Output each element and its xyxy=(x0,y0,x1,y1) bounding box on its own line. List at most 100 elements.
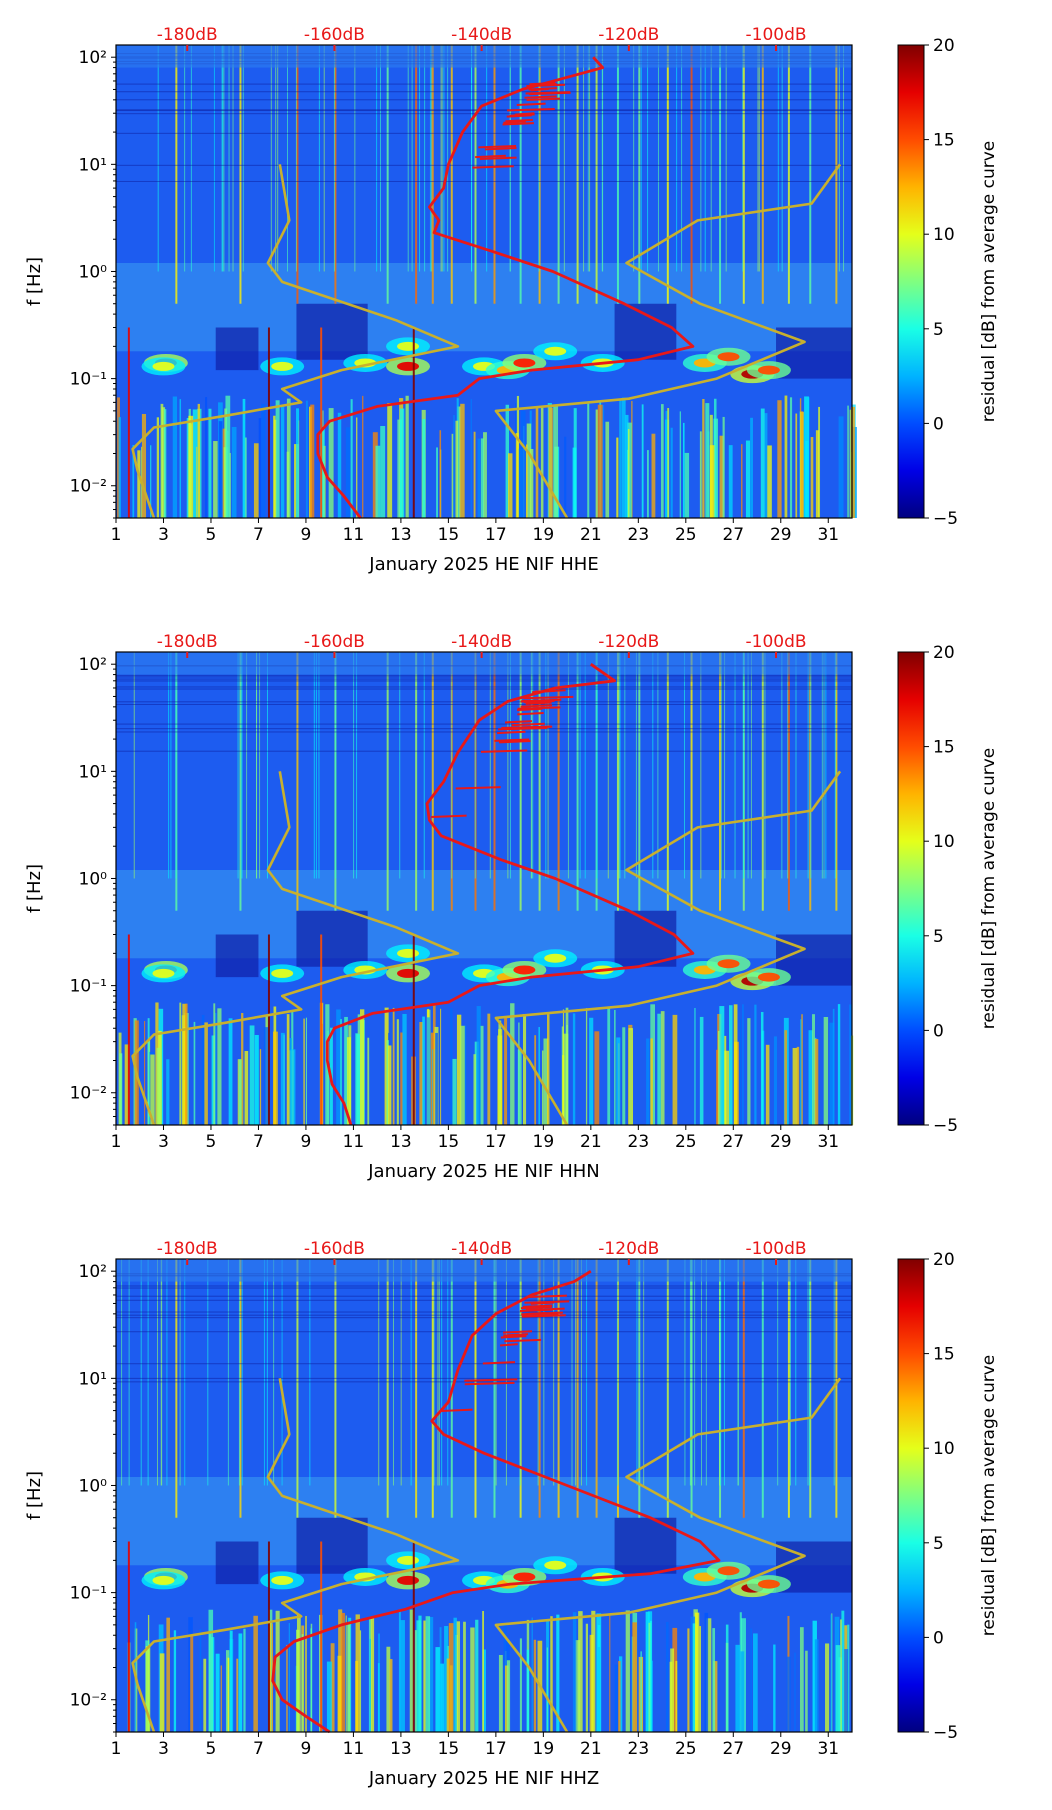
transient-streak xyxy=(761,45,764,304)
lowfreq-column xyxy=(369,1638,371,1732)
hf-band xyxy=(116,109,852,111)
db-label: -180dB xyxy=(157,632,218,652)
hf-band xyxy=(116,164,852,166)
colorbar-tick-label: 0 xyxy=(933,414,944,434)
spectrogram-heatmap xyxy=(116,1259,852,1732)
lowfreq-column xyxy=(585,1008,588,1125)
hf-band xyxy=(116,680,852,682)
lowfreq-column xyxy=(498,1020,502,1125)
x-tick-label: 31 xyxy=(817,1739,839,1759)
transient-streak xyxy=(638,1259,641,1518)
hf-line xyxy=(764,652,766,879)
average-curve-spike xyxy=(517,712,544,716)
lowfreq-column xyxy=(244,1050,249,1125)
average-psd-curve xyxy=(316,56,695,519)
hf-band xyxy=(116,728,852,730)
hf-band xyxy=(116,1287,852,1289)
hf-line xyxy=(379,45,381,272)
db-label: -120dB xyxy=(598,25,659,45)
lowfreq-column xyxy=(799,1627,804,1732)
hf-line xyxy=(121,1259,123,1486)
lowfreq-column xyxy=(480,438,484,518)
lowfreq-column xyxy=(460,1025,465,1125)
lowfreq-column xyxy=(305,1017,308,1125)
x-tick-label: 29 xyxy=(770,525,792,545)
x-tick-label: 3 xyxy=(158,1739,169,1759)
x-tick-label: 25 xyxy=(675,1739,697,1759)
lowfreq-column xyxy=(355,1614,360,1732)
lowfreq-column xyxy=(244,437,247,518)
x-tick-label: 9 xyxy=(301,1739,312,1759)
transient-streak xyxy=(239,1259,242,1518)
hf-line xyxy=(419,45,421,272)
transient-streak xyxy=(761,1259,764,1518)
hf-line xyxy=(318,45,320,272)
db-label: -140dB xyxy=(451,632,512,652)
lowfreq-column xyxy=(765,1044,770,1125)
hf-line xyxy=(694,1259,696,1486)
lowfreq-column xyxy=(789,397,793,518)
lowfreq-column xyxy=(572,1612,577,1732)
lowfreq-column xyxy=(672,1014,678,1125)
lowfreq-column xyxy=(648,1622,652,1732)
quiet-patch xyxy=(296,303,368,360)
average-curve-spike xyxy=(536,82,557,87)
lowfreq-column xyxy=(618,1656,623,1732)
colorbar: −5 0 5 10 15 20 residual [dB] from average cur… xyxy=(897,643,999,1136)
hf-line xyxy=(411,45,413,272)
lowfreq-column xyxy=(572,1013,576,1125)
hf-band xyxy=(116,723,852,725)
hf-band xyxy=(116,91,852,93)
lowfreq-column xyxy=(572,447,577,518)
hf-line xyxy=(720,1259,722,1486)
y-axis-label: f [Hz] xyxy=(24,864,45,913)
lowfreq-column xyxy=(694,1612,700,1732)
hf-line xyxy=(246,652,248,879)
lowfreq-column xyxy=(288,1623,291,1732)
lowfreq-column xyxy=(840,1619,842,1732)
transient-streak xyxy=(386,45,389,304)
lowfreq-column xyxy=(810,437,814,518)
x-tick-label: 19 xyxy=(533,525,555,545)
lowfreq-column xyxy=(667,408,670,518)
hf-band xyxy=(116,1331,852,1333)
noise-model-high-curve xyxy=(494,1377,842,1733)
lowfreq-column xyxy=(470,1627,475,1732)
lowfreq-column xyxy=(305,400,308,518)
hf-line xyxy=(519,1259,521,1486)
lowfreq-column xyxy=(645,1611,650,1732)
y-tick-label: 10¹ xyxy=(79,155,107,175)
x-axis-label: January 2025 HE NIF HHE xyxy=(368,554,598,575)
transient-streak xyxy=(493,45,496,304)
transient-streak xyxy=(538,45,541,304)
energy-blob-core xyxy=(757,972,780,982)
x-tick-label: 21 xyxy=(580,1739,602,1759)
hf-line xyxy=(241,652,243,879)
lowfreq-column xyxy=(359,1009,365,1125)
lowfreq-column xyxy=(796,1046,800,1125)
average-psd-curve xyxy=(271,1270,721,1734)
lowfreq-column xyxy=(286,398,291,518)
hf-line xyxy=(222,45,224,272)
lowfreq-column xyxy=(565,1007,569,1125)
transient-streak xyxy=(719,45,722,304)
lowfreq-column xyxy=(480,1025,484,1125)
hf-line xyxy=(596,652,598,879)
hf-line xyxy=(438,1259,440,1486)
hf-line xyxy=(147,1259,149,1486)
noise-model-low-curve xyxy=(131,164,460,519)
noise-model-high-curve xyxy=(494,163,842,519)
average-curve-spike xyxy=(521,1313,559,1318)
x-tick-label: 31 xyxy=(817,525,839,545)
average-curve-spike xyxy=(431,814,467,818)
transient-streak xyxy=(835,1259,838,1518)
lowfreq-column xyxy=(533,1639,537,1732)
transient-streak xyxy=(595,652,598,911)
lowfreq-column xyxy=(646,1038,650,1125)
average-curve-spike xyxy=(472,165,514,169)
lowfreq-column xyxy=(188,415,194,518)
lowfreq-column xyxy=(296,1629,300,1732)
lowfreq-column xyxy=(800,1019,802,1125)
lowfreq-column xyxy=(192,409,198,518)
lowfreq-column xyxy=(505,404,510,518)
